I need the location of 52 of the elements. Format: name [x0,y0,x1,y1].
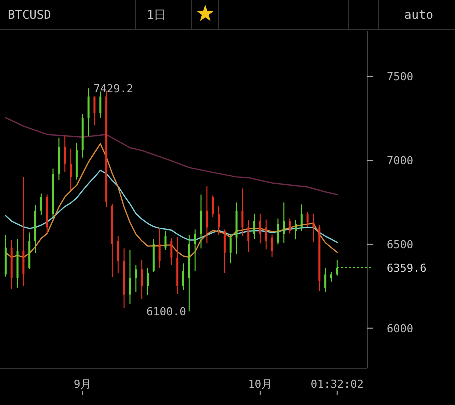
candlestick [70,148,72,191]
candlestick [200,194,202,250]
candlestick [22,176,25,287]
y-tick-label: 7500 [387,70,414,84]
candlestick [230,234,232,264]
y-tick-label: 6500 [387,238,414,252]
candlestick [218,206,220,236]
candlestick [224,229,226,274]
candlestick [40,193,42,216]
candlestick [146,268,149,296]
candlestick [64,136,66,173]
candlestick [158,228,161,269]
text: auto [404,8,434,22]
candlestick [117,236,120,274]
candlestick [242,188,244,237]
candlestick [170,238,173,266]
candlestick [271,234,274,258]
candlestick [206,186,208,244]
candlestick [164,230,167,251]
annotation: 7429.2 [94,82,134,96]
candlestick [135,264,138,292]
y-tick-label: 6000 [387,322,414,336]
candlestick [94,96,96,126]
x-tick-label: 10月 [248,378,273,391]
candlestick [248,220,250,253]
candlestick [254,213,256,240]
candlestick [265,219,268,250]
candlestick [259,213,262,244]
candlestick [312,213,315,242]
candlestick [294,220,297,240]
candlestick [306,212,309,228]
candlestick [194,229,196,272]
line-series [5,117,338,196]
x-tick-label: 01:32:02 [310,378,364,391]
text: 1日 [147,8,166,22]
candlestick [212,195,214,218]
candlestick [277,218,280,246]
candlestick [324,268,327,292]
candlestick [300,204,303,232]
y-tick-label: 7000 [387,154,414,168]
ref-line-label: 6359.6 [387,262,427,276]
chart-title: BTCUSD [8,8,52,22]
annotation: 6100.0 [146,306,186,319]
candlestick [88,88,90,138]
candlestick [289,218,292,234]
candlestick [129,250,132,305]
candlestick [182,263,184,291]
x-tick-label: 9月 [74,378,92,391]
candlestick [100,91,102,118]
candlestick [330,272,332,282]
candlestick [283,202,286,244]
candlestick [141,260,144,300]
